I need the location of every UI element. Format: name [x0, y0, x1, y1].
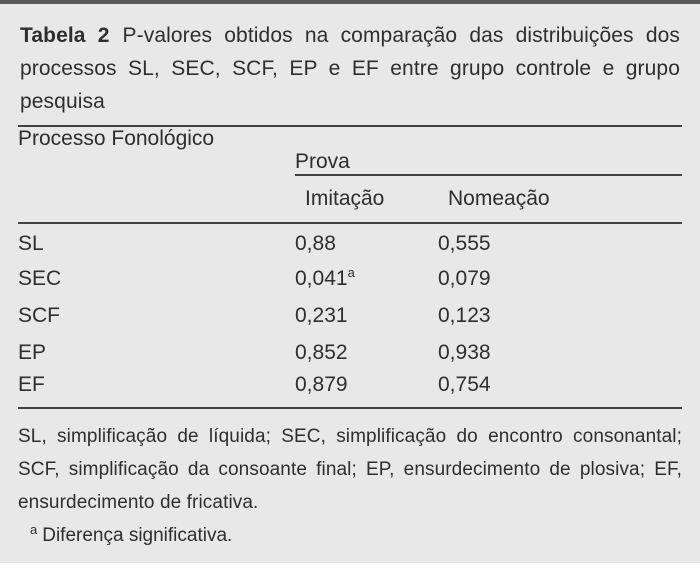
nomeacao-cell: 0,938	[438, 340, 491, 364]
table-row: SL 0,88 0,555	[18, 223, 682, 260]
imitacao-cell: 0,879	[295, 372, 348, 396]
imitacao-cell: 0,041a	[295, 260, 438, 297]
table-row: SCF 0,231 0,123	[18, 297, 682, 334]
significance-marker: a	[30, 521, 38, 537]
table-row: EF 0,879 0,754	[18, 371, 682, 408]
imitacao-value: 0,041	[295, 266, 348, 290]
process-column-header: Processo Fonológico	[18, 126, 295, 224]
nomeacao-cell: 0,079	[438, 266, 491, 290]
nomeacao-cell: 0,754	[438, 372, 491, 396]
header-group-row: Processo Fonológico Prova	[18, 126, 682, 224]
nomeacao-cell: 0,555	[438, 232, 491, 255]
imitacao-cell: 0,852	[295, 340, 348, 364]
process-cell: EP	[18, 340, 47, 364]
prova-group-header: Prova	[295, 126, 682, 176]
table-row: SEC 0,041a 0,079	[18, 260, 682, 297]
table-body: SL 0,88 0,555 SEC 0,041a 0,079 SCF 0,231…	[18, 223, 682, 408]
table-title: Tabela 2 P-valores obtidos na comparação …	[20, 19, 680, 118]
panel-top-bar	[0, 0, 700, 4]
abbreviations-footnote: SL, simplificação de líquida; SEC, simpl…	[18, 426, 682, 513]
nomeacao-cell: 0,123	[438, 303, 491, 327]
nomeacao-column-header: Nomeação	[438, 175, 682, 224]
significance-footnote: a Diferença significativa.	[18, 519, 682, 552]
process-cell: SEC	[18, 266, 62, 290]
process-cell: SL	[18, 232, 44, 255]
imitacao-column-header: Imitação	[295, 175, 438, 224]
imitacao-cell: 0,88	[295, 232, 336, 255]
table-number-label: Tabela 2	[20, 24, 110, 47]
significance-footnote-text: Diferença significativa.	[42, 525, 233, 546]
table-title-text: P-valores obtidos na comparação das dist…	[20, 24, 680, 113]
process-cell: SCF	[18, 303, 60, 327]
process-cell: EF	[18, 372, 45, 396]
table-header: Processo Fonológico Prova Imitação Nomea…	[18, 126, 682, 224]
significance-superscript: a	[347, 264, 355, 280]
table-row: EP 0,852 0,938	[18, 334, 682, 371]
header-sub-row: Imitação Nomeação	[18, 175, 682, 224]
imitacao-cell: 0,231	[295, 303, 348, 327]
pvalues-table: Processo Fonológico Prova Imitação Nomea…	[18, 125, 682, 409]
